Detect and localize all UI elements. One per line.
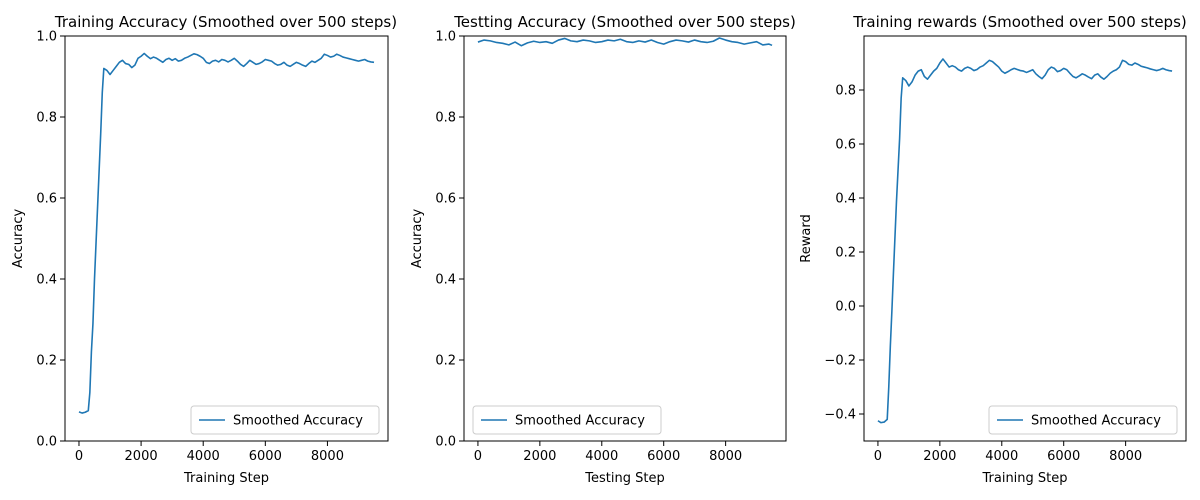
y-tick-label: 0.4	[36, 273, 57, 288]
y-tick-label: 0.2	[435, 354, 456, 369]
x-axis-label: Testing Step	[584, 471, 664, 486]
x-tick-label: 8000	[311, 449, 344, 464]
y-tick-label: 0.4	[835, 192, 856, 207]
panel-testing-accuracy: Testting Accuracy (Smoothed over 500 ste…	[410, 13, 796, 486]
x-tick-label: 2000	[125, 449, 158, 464]
chart-title: Training Accuracy (Smoothed over 500 ste…	[54, 13, 397, 31]
chart-title: Testting Accuracy (Smoothed over 500 ste…	[453, 13, 796, 31]
legend-label: Smoothed Accuracy	[233, 414, 363, 429]
x-tick-label: 6000	[1047, 449, 1080, 464]
y-tick-label: 0.8	[435, 111, 456, 126]
legend-label: Smoothed Accuracy	[515, 414, 645, 429]
y-tick-label: 0.8	[36, 111, 57, 126]
plot-frame	[463, 35, 787, 442]
chart-title: Training rewards (Smoothed over 500 step…	[852, 13, 1186, 31]
legend-box	[988, 405, 1178, 435]
plot-frame	[863, 35, 1187, 442]
legend: Smoothed Accuracy	[988, 405, 1178, 435]
y-tick-label: 0.8	[835, 84, 856, 99]
panel-training-rewards: Training rewards (Smoothed over 500 step…	[799, 13, 1187, 486]
x-tick-label: 2000	[923, 449, 956, 464]
y-tick-label: 0.0	[835, 300, 856, 315]
y-tick-label: 0.0	[435, 435, 456, 450]
x-axis-label: Training Step	[183, 471, 269, 486]
y-tick-label: 0.0	[36, 435, 57, 450]
y-axis-label: Reward	[799, 214, 814, 262]
legend-label: Smoothed Accuracy	[1031, 414, 1161, 429]
x-tick-label: 0	[474, 449, 482, 464]
y-tick-label: −0.4	[824, 408, 856, 423]
y-tick-label: −0.2	[824, 354, 856, 369]
legend: Smoothed Accuracy	[190, 405, 380, 435]
x-tick-label: 0	[75, 449, 83, 464]
x-tick-label: 0	[874, 449, 882, 464]
panel-training-accuracy: Training Accuracy (Smoothed over 500 ste…	[11, 13, 397, 486]
x-tick-label: 8000	[1109, 449, 1142, 464]
y-tick-label: 0.2	[835, 246, 856, 261]
legend: Smoothed Accuracy	[472, 405, 662, 435]
plot-frame	[64, 35, 389, 442]
x-tick-label: 4000	[187, 449, 220, 464]
y-axis-label: Accuracy	[410, 209, 425, 269]
y-axis-label: Accuracy	[11, 209, 26, 269]
legend-box	[190, 405, 380, 435]
x-tick-label: 6000	[249, 449, 282, 464]
x-tick-label: 4000	[985, 449, 1018, 464]
legend-box	[472, 405, 662, 435]
y-tick-label: 0.2	[36, 354, 57, 369]
x-tick-label: 2000	[523, 449, 556, 464]
x-axis-label: Training Step	[981, 471, 1067, 486]
y-tick-label: 0.6	[36, 192, 57, 207]
y-tick-label: 1.0	[435, 30, 456, 45]
y-tick-label: 0.6	[435, 192, 456, 207]
x-tick-label: 6000	[647, 449, 680, 464]
series-line	[877, 58, 1173, 424]
series-line	[477, 37, 773, 47]
series-line	[78, 52, 375, 414]
x-tick-label: 4000	[585, 449, 618, 464]
y-tick-label: 0.6	[835, 138, 856, 153]
y-tick-label: 0.4	[435, 273, 456, 288]
y-tick-label: 1.0	[36, 30, 57, 45]
x-tick-label: 8000	[709, 449, 742, 464]
